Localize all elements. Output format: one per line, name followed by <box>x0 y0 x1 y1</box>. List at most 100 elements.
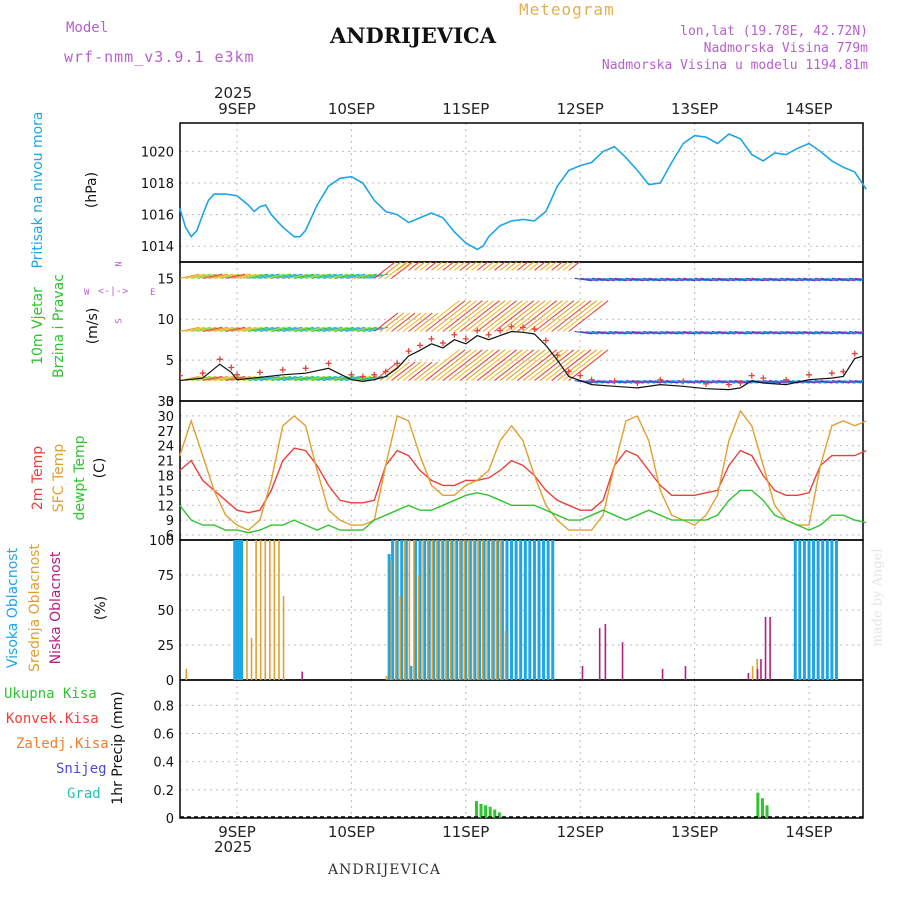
wind-gust-point <box>840 368 847 375</box>
wind-arrow <box>511 349 552 381</box>
wind-arrow <box>854 277 863 281</box>
wind-arrow <box>511 262 524 271</box>
cloud-bar <box>510 540 514 680</box>
wind-arrow <box>254 273 274 279</box>
cloud-bar <box>278 540 280 680</box>
wind-arrow <box>528 300 569 332</box>
precip-bar <box>474 801 478 818</box>
cloud-bar <box>394 540 397 680</box>
wind-arrow <box>603 277 621 282</box>
wind-arrow <box>516 349 558 381</box>
wind-arrow <box>808 380 827 384</box>
wind-arrow <box>482 300 523 332</box>
wind-arrow <box>671 277 690 282</box>
wind-arrow <box>660 277 679 282</box>
wind-arrow <box>436 349 477 381</box>
wind-arrow <box>763 330 782 335</box>
wind-arrow <box>631 330 650 335</box>
wind-arrow <box>459 300 500 332</box>
wind-arrow <box>522 262 535 271</box>
wind-arrow <box>803 330 822 335</box>
meteogram-label: Meteogram <box>519 0 615 19</box>
wind-arrow <box>448 300 489 332</box>
temp-series-line-0 <box>179 447 867 514</box>
top-date-label: 10SEP <box>328 100 375 118</box>
cloud-bar <box>468 540 472 680</box>
wind-speed-line <box>180 330 863 391</box>
wind-arrow <box>791 330 810 335</box>
wind-gust-point <box>417 342 424 349</box>
cloud-bar <box>413 540 415 680</box>
wind-arrow <box>591 380 610 384</box>
wind-arrow <box>585 380 604 384</box>
wind-gust-point <box>634 380 641 387</box>
cloud-bar <box>528 540 532 680</box>
wind-gust-point <box>737 380 744 387</box>
wind-ytick: 0 <box>166 395 174 410</box>
wind-arrow <box>556 349 598 381</box>
precip-ytick: 0.2 <box>153 784 174 799</box>
wind-arrow <box>568 300 609 332</box>
wind-arrow <box>688 330 707 335</box>
cloud-bar <box>404 540 406 680</box>
wind-ytick: 5 <box>166 354 174 369</box>
wind-arrow <box>774 277 793 282</box>
cloud-bar <box>807 540 811 680</box>
wind-arrow <box>419 262 432 271</box>
wind-arrow <box>219 326 240 333</box>
lonlat-label: lon,lat (19.78E, 42.72N) <box>680 24 868 39</box>
pressure-panel: 1014 1016 1018 1020 <box>141 122 864 263</box>
wind-ytick: 10 <box>157 313 174 328</box>
cloud-bar <box>751 666 754 680</box>
wind-arrow <box>357 273 377 279</box>
wind-arrow <box>797 277 816 282</box>
wind-arrow <box>357 326 377 333</box>
wind-arrow <box>688 380 707 384</box>
wind-arrow <box>471 262 484 271</box>
wind-arrow <box>654 380 673 384</box>
pressure-ytick: 1020 <box>141 145 174 160</box>
wind-arrow <box>620 330 639 335</box>
wind-arrow <box>442 349 483 381</box>
wind-arrow <box>442 262 455 271</box>
wind-arrow <box>316 375 337 382</box>
wind-arrow <box>305 273 326 279</box>
wind-arrow <box>202 273 223 279</box>
wind-arrow <box>717 277 736 282</box>
wind-arrow <box>271 273 291 279</box>
wind-arrow <box>436 262 449 271</box>
cloud-ytick: 100 <box>149 534 174 549</box>
wind-arrow <box>574 277 593 282</box>
top-date-label: 12SEP <box>557 100 604 118</box>
wind-arrow <box>568 262 581 271</box>
temperature-ytick: 24 <box>157 440 174 455</box>
wind-arrow <box>757 330 776 335</box>
wind-gust-point <box>279 366 286 373</box>
wind-arrow <box>219 273 240 279</box>
cloud-ytick: 50 <box>157 604 174 619</box>
cloud-bar <box>490 540 493 680</box>
wind-arrow <box>751 330 770 335</box>
precip-ytick: 0 <box>166 812 174 827</box>
wind-arrow <box>345 273 366 279</box>
wind-arrow <box>768 277 787 282</box>
cloud-bar <box>764 617 767 680</box>
wind-arrow <box>288 273 309 279</box>
cloud-bar <box>834 540 838 680</box>
compass-east: E <box>150 288 156 298</box>
cloud-bar <box>821 540 825 680</box>
wind-arrow <box>820 330 839 335</box>
top-date-label: 11SEP <box>442 100 489 118</box>
cloud-bar <box>233 540 237 680</box>
cloud-bar <box>301 671 304 680</box>
temperature-ytick: 6 <box>166 529 174 544</box>
wind-arrow <box>351 273 372 279</box>
wind-arrow <box>654 277 673 282</box>
wind-arrow <box>488 300 529 332</box>
wind-arrow <box>334 273 354 279</box>
wind-arrow <box>786 380 805 384</box>
wind-arrow <box>740 277 759 282</box>
wind-arrow <box>254 375 274 382</box>
wind-arrow <box>311 326 332 333</box>
